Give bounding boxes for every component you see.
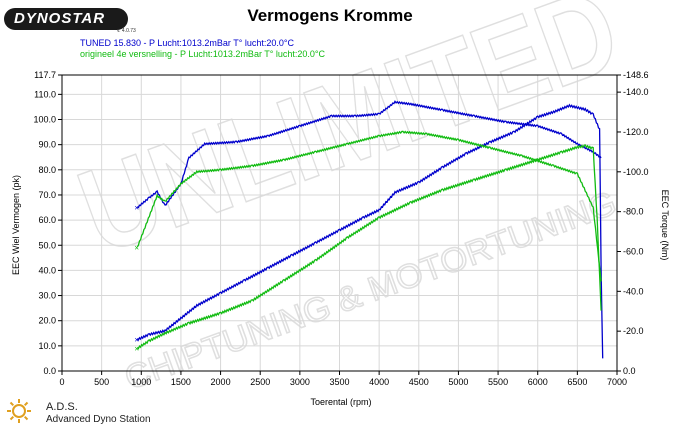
- x-tick-label: 6500: [567, 377, 587, 387]
- x-tick-label: 500: [94, 377, 109, 387]
- x-tick-label: 3500: [329, 377, 349, 387]
- x-tick-label: 1500: [171, 377, 191, 387]
- dynostar-logo: DYNOSTAR: [4, 8, 128, 30]
- y-axis-right-label: EEC Torque (Nm): [660, 190, 670, 261]
- y-left-tick-label: 70.0: [38, 190, 56, 200]
- x-tick-label: 4500: [409, 377, 429, 387]
- y-left-tick-label: 117.7: [34, 70, 56, 80]
- y-axis-left-ticks: 0.0 10.0 20.0 30.0 40.0 50.0 60.0 70.0 80.0 90.0 1…: [33, 70, 62, 376]
- series-line-origineel-torque: [136, 130, 602, 282]
- legend-entry-tuned: TUNED 15.830 - P Lucht:1013.2mBar T° luc…: [80, 38, 294, 48]
- x-tick-label: 6000: [528, 377, 548, 387]
- x-tick-label: 1000: [131, 377, 151, 387]
- x-axis-label: Toerental (rpm): [310, 397, 371, 407]
- y-axis-left-label: EEC Wiel Vermogen (pk): [11, 175, 21, 275]
- series-line-origineel-power: [136, 144, 602, 350]
- x-tick-label: 7000: [607, 377, 627, 387]
- x-tick-label: 5500: [488, 377, 508, 387]
- watermark: UNLIMITED CHIPTUNING & MOTORTUNING: [62, 0, 636, 398]
- y-right-tick-label: -60.0: [623, 246, 644, 256]
- y-left-tick-label: 10.0: [38, 341, 56, 351]
- y-left-tick-label: 80.0: [38, 165, 56, 175]
- y-right-tick-label: 0.0: [623, 366, 636, 376]
- y-left-tick-label: 20.0: [38, 316, 56, 326]
- footer-title: A.D.S.: [46, 401, 78, 413]
- x-tick-label: 3000: [290, 377, 310, 387]
- series-layer: ××××: [134, 100, 604, 359]
- ads-logo-icon: [7, 399, 31, 423]
- gridlines: [62, 75, 617, 371]
- y-right-tick-label: -120.0: [623, 127, 649, 137]
- x-tick-label: 2500: [250, 377, 270, 387]
- x-axis-ticks: 0 500 1000 1500 2000 2500 3000 3500 4000 4500 5000…: [59, 371, 627, 387]
- y-right-tick-label: -40.0: [623, 286, 644, 296]
- x-tick-label: 0: [59, 377, 64, 387]
- footer-subtitle: Advanced Dyno Station: [46, 414, 151, 425]
- series-line-tuned-torque: [137, 100, 602, 209]
- series-start-marker: ×: [134, 344, 139, 353]
- x-tick-label: 5000: [448, 377, 468, 387]
- y-left-tick-label: 90.0: [38, 140, 56, 150]
- y-left-tick-label: 30.0: [38, 291, 56, 301]
- series-start-marker: ×: [134, 336, 139, 345]
- y-right-tick-label: -100.0: [623, 167, 649, 177]
- series-start-marker: ×: [134, 244, 139, 253]
- x-tick-label: 4000: [369, 377, 389, 387]
- y-left-tick-label: 60.0: [38, 215, 56, 225]
- logo-version: v. 4.0.73: [117, 28, 136, 34]
- series-start-marker: ×: [134, 204, 139, 213]
- y-right-tick-label: -80.0: [623, 207, 644, 217]
- legend-entry-origineel: origineel 4e versnelling - P Lucht:1013.…: [80, 49, 326, 59]
- chart-title: Vermogens Kromme: [247, 6, 413, 25]
- x-tick-label: 2000: [211, 377, 231, 387]
- y-left-tick-label: 40.0: [38, 265, 56, 275]
- y-left-tick-label: 0.0: [43, 366, 56, 376]
- y-right-tick-label: -148.6: [623, 70, 649, 80]
- y-left-tick-label: 110.0: [34, 89, 56, 99]
- y-left-tick-label: 50.0: [38, 240, 56, 250]
- y-axis-right-ticks: 0.0 -20.0 -40.0 -60.0 -80.0 -100.0 -120.0 -140.…: [617, 70, 649, 376]
- y-right-tick-label: -140.0: [623, 87, 649, 97]
- logo-text: DYNOSTAR: [14, 10, 106, 27]
- y-left-tick-label: 100.0: [33, 115, 56, 125]
- y-right-tick-label: -20.0: [623, 326, 644, 336]
